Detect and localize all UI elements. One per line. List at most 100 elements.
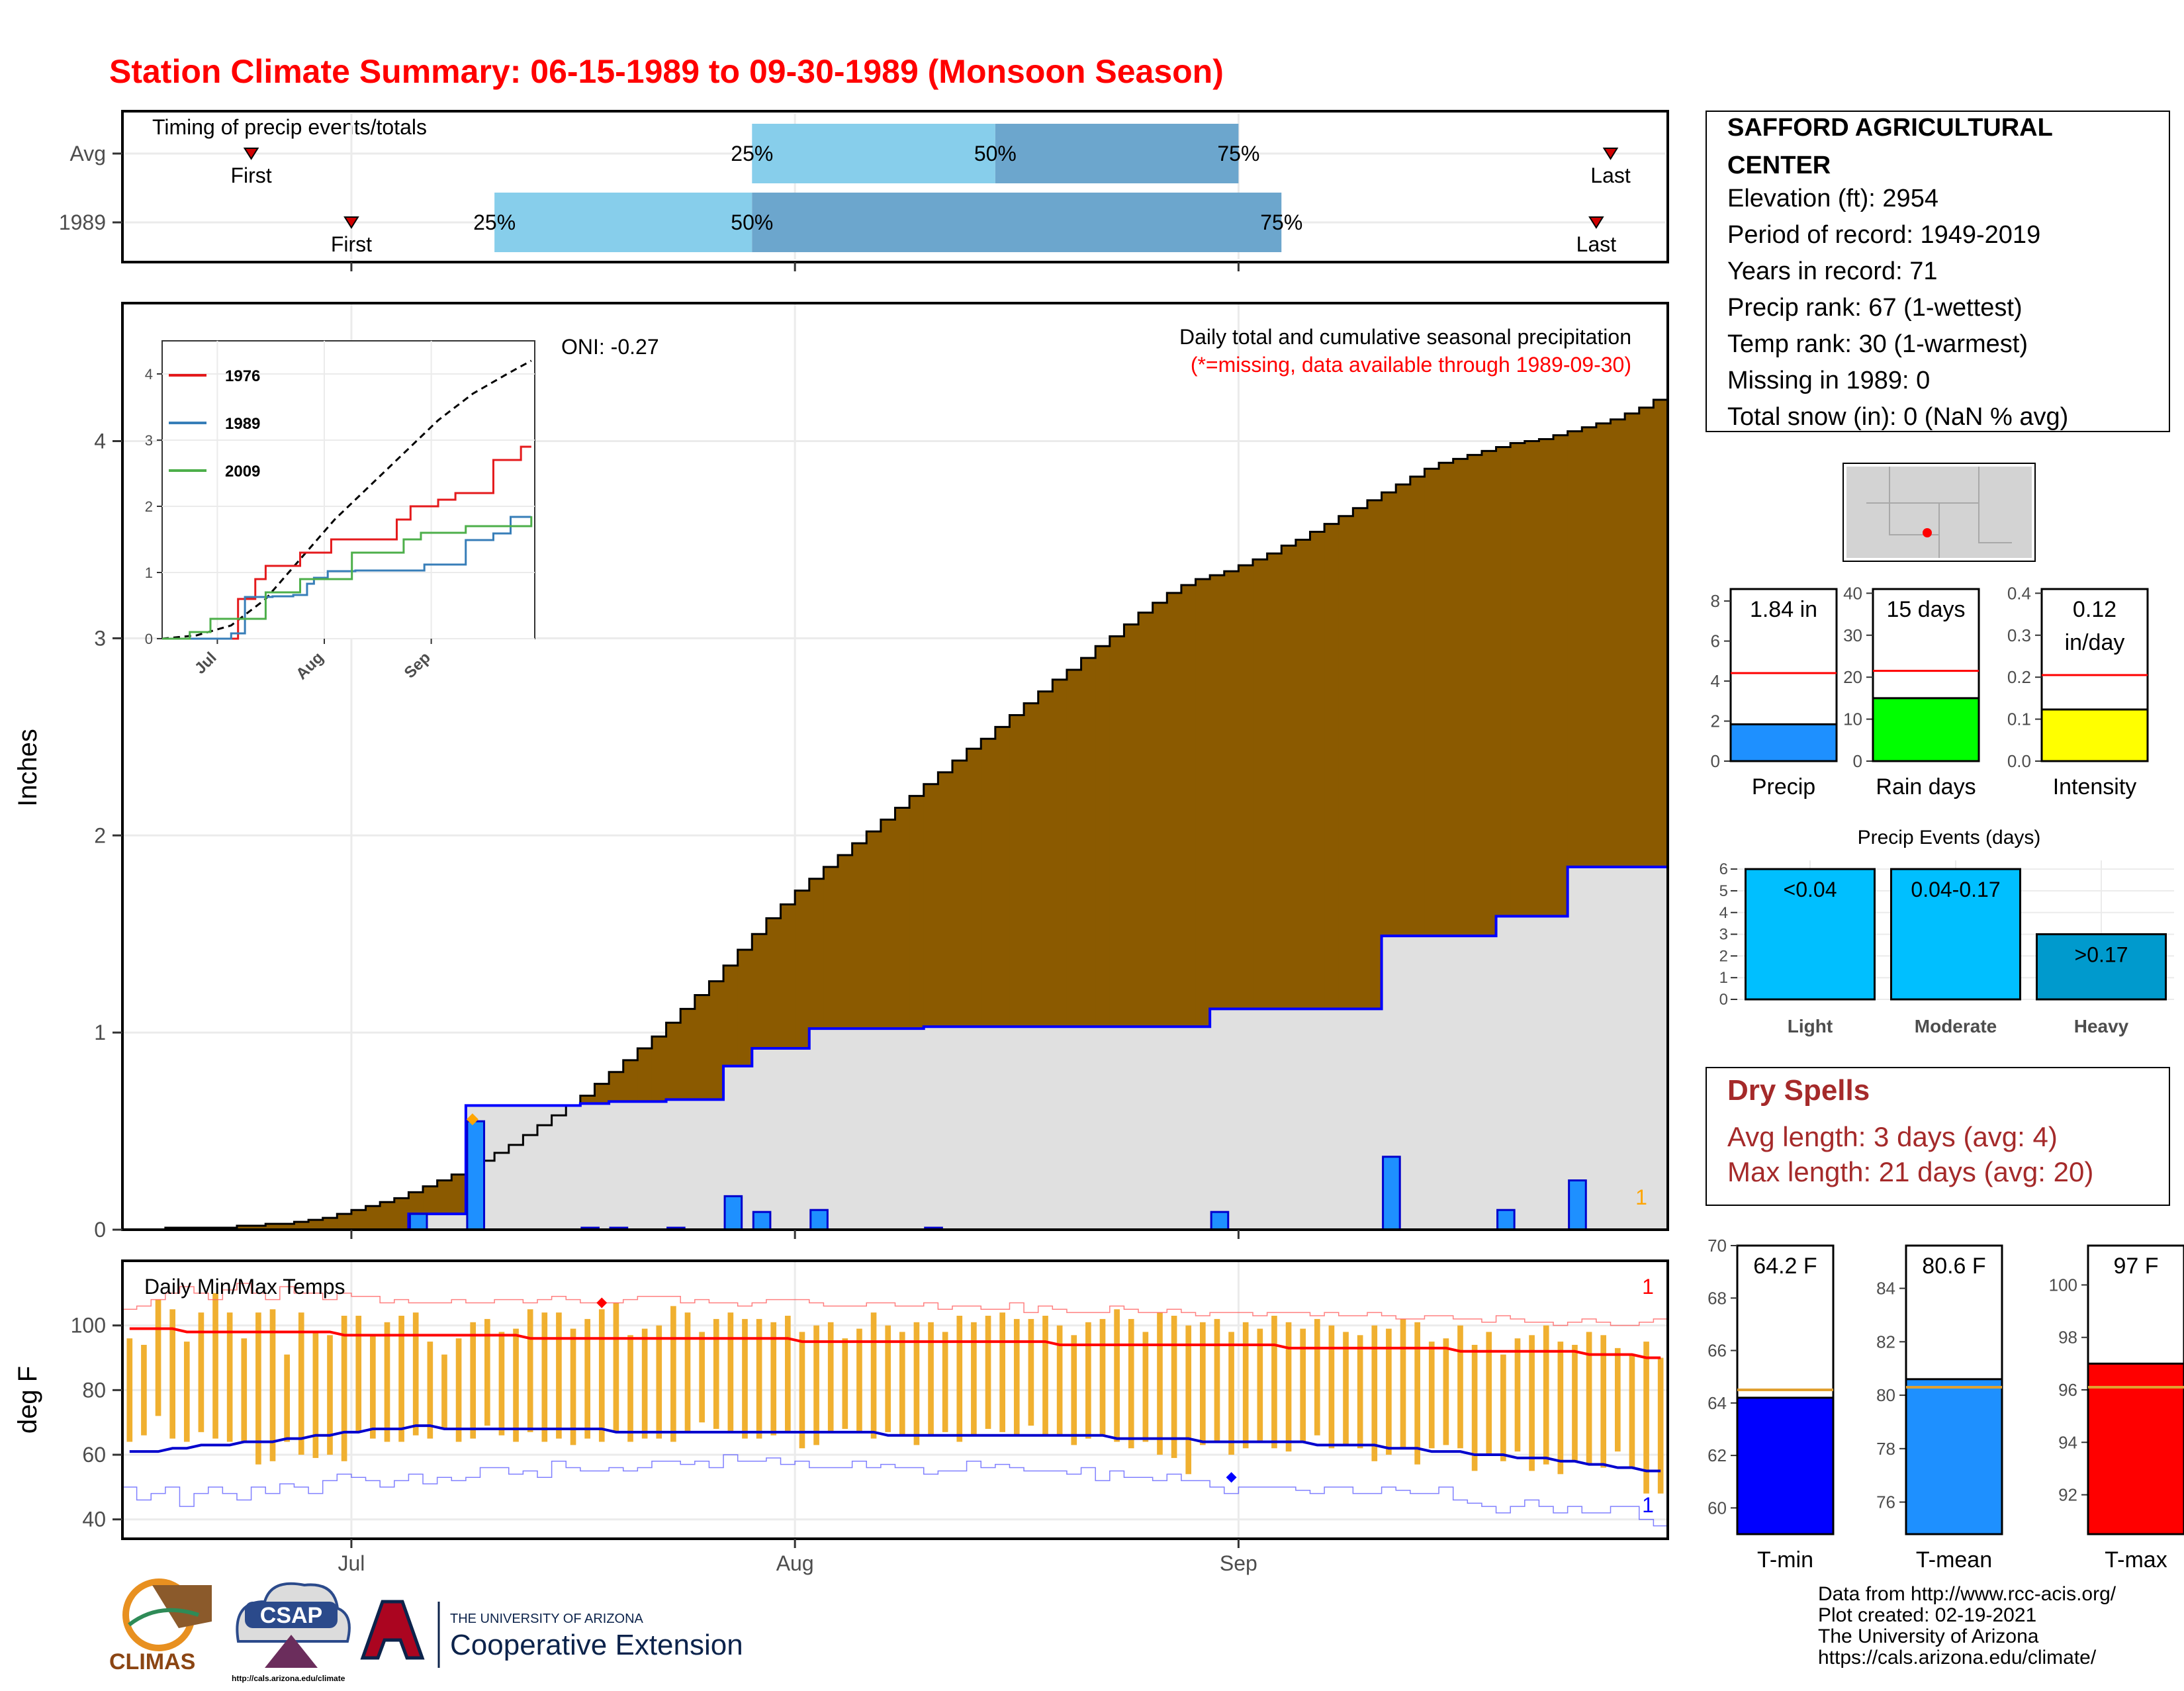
precip-ytick-label: 2 — [94, 823, 106, 847]
daily-temp-bar — [1300, 1328, 1306, 1442]
precip-subtitle: Daily total and cumulative seasonal prec… — [1179, 325, 1631, 349]
daily-temp-bar — [870, 1312, 877, 1439]
station-frame — [1706, 111, 2170, 432]
tbar-ytick-label: 62 — [1707, 1445, 1727, 1465]
daily-temp-bar — [985, 1316, 991, 1429]
events-ytick-label: 2 — [1719, 947, 1728, 965]
below-avg-area — [1510, 443, 1525, 917]
mini-value-label: 15 days — [1886, 597, 1965, 622]
below-avg-area — [1095, 646, 1111, 1027]
daily-temp-bar — [584, 1318, 590, 1439]
daily-temp-bar — [1657, 1357, 1664, 1494]
temp-marks — [122, 1283, 1668, 1527]
mini-ytick-label: 0.0 — [2007, 751, 2031, 771]
daily-temp-bar — [169, 1309, 175, 1439]
below-avg-area — [1324, 524, 1340, 1009]
daily-temp-bar — [527, 1309, 533, 1432]
footer-line3: The University of Arizona — [1818, 1625, 2039, 1647]
daily-temp-bar — [1042, 1316, 1048, 1436]
daily-temp-bar — [1114, 1309, 1120, 1442]
tbar-category-label: T-mean — [1916, 1547, 1992, 1573]
below-avg-area — [1167, 592, 1182, 1027]
tbar-value-label: 64.2 F — [1753, 1254, 1817, 1279]
below-avg-area — [1081, 658, 1096, 1027]
below-avg-area — [637, 1048, 653, 1102]
season-stats-bars: 0 2 4 6 8 1.84 in Precip 0 10 20 30 40 15 days Rain d… — [1711, 583, 2149, 800]
daily-temp-bar — [241, 1338, 248, 1442]
daily-temp-bar — [699, 1332, 705, 1423]
tbar-ytick-label: 94 — [2058, 1432, 2077, 1452]
daily-temp-bar — [1085, 1322, 1091, 1439]
tbar-ytick-label: 92 — [2058, 1485, 2077, 1505]
below-avg-area — [1367, 500, 1383, 1009]
below-avg-area — [437, 1180, 452, 1214]
inset-legend-label: 1976 — [225, 367, 260, 385]
below-avg-area — [809, 878, 824, 1029]
precip-marks — [122, 398, 1668, 1231]
below-avg-area — [1567, 431, 1582, 867]
below-avg-area — [866, 831, 882, 1029]
daily-temp-bar — [427, 1342, 433, 1439]
below-avg-area — [394, 1198, 409, 1230]
avg-tmax-line — [129, 1327, 1661, 1359]
below-avg-area — [1653, 399, 1668, 867]
below-avg-area — [1152, 602, 1167, 1027]
csap-logo-text: CSAP — [260, 1603, 322, 1628]
timing-last-marker — [1602, 148, 1619, 160]
events-bar-Heavy — [2036, 933, 2167, 1001]
tbar-T-max — [2087, 1362, 2184, 1535]
below-avg-area — [1281, 545, 1297, 1009]
below-avg-area — [737, 950, 752, 1066]
tbar-value-label: 80.6 F — [1922, 1254, 1985, 1279]
daily-temp-bar — [742, 1318, 748, 1439]
mini-ytick-label: 10 — [1843, 709, 1862, 729]
timing-quantile-label: 75% — [1217, 142, 1259, 165]
below-avg-area — [1453, 459, 1468, 937]
below-avg-area — [1224, 571, 1239, 1009]
climas-logo-text: CLIMAS — [109, 1649, 195, 1674]
tbar-ytick-label: 76 — [1876, 1492, 1895, 1512]
below-avg-area — [1481, 451, 1497, 937]
events-category-label: Moderate — [1915, 1016, 1997, 1036]
daily-precip-bar — [1568, 1179, 1587, 1231]
events-title: Precip Events (days) — [1858, 827, 2041, 848]
below-avg-area — [1639, 407, 1654, 867]
tbar-value-label: 97 F — [2113, 1254, 2158, 1279]
mini-ytick-label: 40 — [1843, 583, 1862, 603]
daily-temp-bar — [1214, 1318, 1220, 1442]
daily-temp-bar — [598, 1309, 605, 1442]
temp-xtick-label: Sep — [1220, 1551, 1257, 1575]
temp-ytick-label: 60 — [82, 1443, 106, 1467]
below-avg-area — [279, 1224, 295, 1230]
daily-temp-bar — [183, 1342, 190, 1442]
temp-summary-bars: 60 62 64 66 68 70 64.2 F T-min 76 78 80 82 84 80.6 F T… — [1707, 1236, 2184, 1573]
daily-temp-bar — [1056, 1325, 1063, 1436]
daily-temp-bar — [727, 1312, 734, 1432]
station-period: Period of record: 1949-2019 — [1727, 221, 2040, 249]
daily-temp-bar — [226, 1312, 233, 1442]
tbar-ytick-label: 68 — [1707, 1288, 1727, 1308]
events-bar-label: <0.04 — [1784, 878, 1837, 901]
daily-temp-bar — [198, 1312, 205, 1432]
dry-frame — [1706, 1067, 2170, 1206]
below-avg-area — [1210, 575, 1225, 1009]
avg-tmin-line — [129, 1424, 1661, 1473]
below-avg-area — [1439, 463, 1454, 937]
daily-temp-bar — [1629, 1354, 1635, 1468]
below-avg-area — [1539, 439, 1554, 917]
mini-bar-Precip — [1729, 723, 1838, 762]
daily-precip-bar — [752, 1211, 772, 1231]
tbar-ytick-label: 78 — [1876, 1439, 1895, 1459]
mini-ytick-label: 4 — [1711, 671, 1720, 691]
precip-frame — [121, 302, 1669, 1231]
tbar-category-label: T-min — [1757, 1547, 1813, 1573]
daily-temp-bar — [141, 1344, 147, 1436]
locator-map — [1843, 463, 2036, 562]
daily-temp-bar — [341, 1316, 347, 1461]
timing-first-label: First — [331, 232, 372, 256]
daily-temp-bar — [370, 1335, 376, 1439]
below-avg-area — [966, 749, 981, 1027]
mini-ytick-label: 30 — [1843, 625, 1862, 645]
temp-panel: Daily Min/Max Temps 1 1 deg F 406080100 … — [13, 1259, 1669, 1575]
